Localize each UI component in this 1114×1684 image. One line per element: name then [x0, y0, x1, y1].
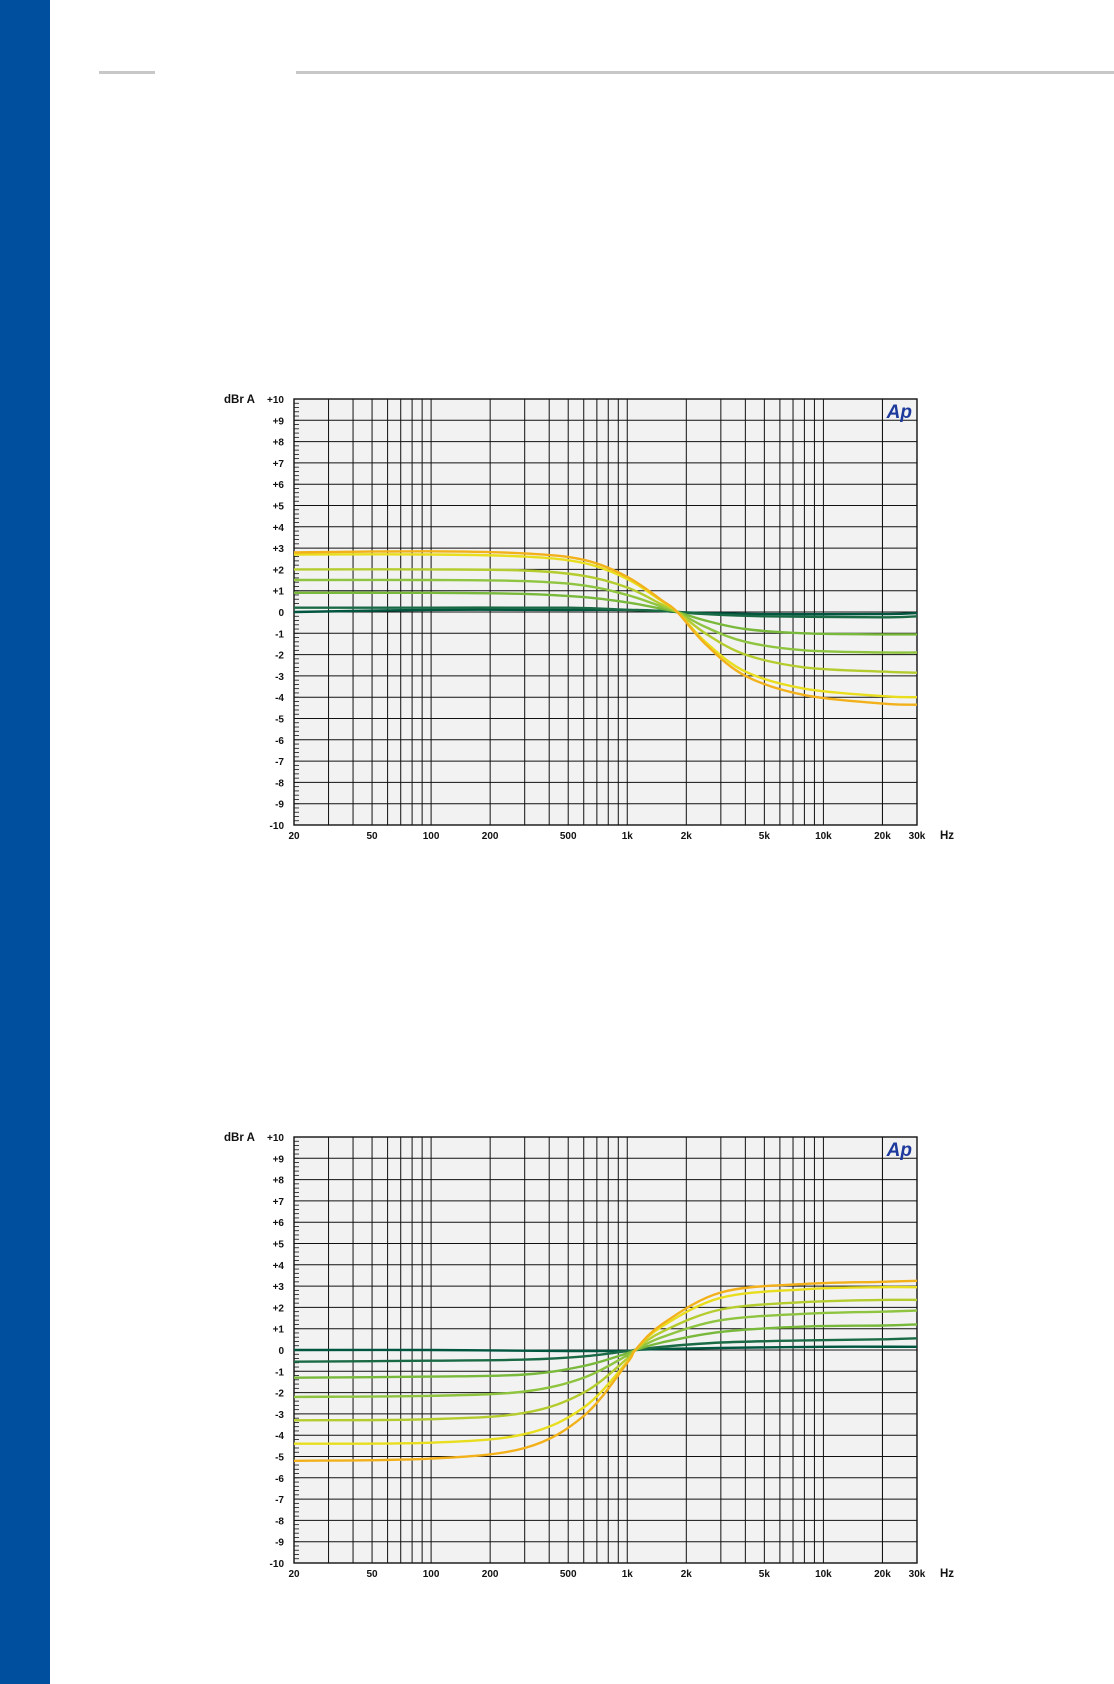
y-tick-label: +9 [273, 416, 285, 427]
y-tick-label: 0 [278, 608, 284, 619]
series-line-7 [293, 550, 918, 706]
y-tick-label: -2 [275, 1389, 284, 1400]
y-tick-label: -5 [275, 1453, 284, 1464]
x-tick-label: 2k [681, 1569, 693, 1580]
y-tick-label: -2 [275, 651, 284, 662]
x-tick-label: 500 [560, 831, 577, 842]
x-tick-label: 500 [560, 1569, 577, 1580]
header-rule-long [296, 71, 1114, 74]
y-tick-label: -8 [275, 778, 284, 789]
y-tick-label: +10 [267, 395, 284, 406]
header-rule-short [99, 71, 155, 74]
series-line-4 [293, 578, 918, 654]
y-tick-label: +3 [273, 544, 285, 555]
y-tick-label: -10 [270, 1559, 285, 1570]
y-tick-label: +2 [273, 565, 285, 576]
y-axis-title: dBr A [224, 394, 255, 406]
ap-logo: Ap [886, 1140, 912, 1161]
x-tick-label: 30k [909, 1569, 926, 1580]
y-tick-label: -3 [275, 672, 284, 683]
y-tick-label: +7 [273, 1197, 285, 1208]
y-tick-label: +6 [273, 480, 285, 491]
y-axis-title: dBr A [224, 1132, 255, 1144]
y-tick-label: -1 [275, 629, 284, 640]
y-tick-label: -8 [275, 1516, 284, 1527]
y-tick-label: +1 [273, 587, 285, 598]
x-tick-label: 10k [815, 1569, 832, 1580]
y-tick-label: -3 [275, 1410, 284, 1421]
x-tick-label: 100 [423, 831, 440, 842]
y-tick-label: +10 [267, 1133, 284, 1144]
x-tick-label: 1k [622, 831, 634, 842]
y-tick-label: +3 [273, 1282, 285, 1293]
y-tick-label: -9 [275, 1538, 284, 1549]
x-tick-label: 20 [288, 1569, 300, 1580]
y-tick-label: -4 [275, 693, 284, 704]
chart-1-svg: +10+9+8+7+6+5+4+3+2+10-1-2-3-4-5-6-7-8-9… [224, 394, 954, 842]
y-tick-label: +5 [273, 502, 285, 513]
x-tick-label: 1k [622, 1569, 634, 1580]
x-tick-label: 5k [759, 1569, 771, 1580]
y-tick-label: -6 [275, 736, 284, 747]
y-tick-label: +8 [273, 438, 285, 449]
y-tick-label: +2 [273, 1303, 285, 1314]
y-tick-label: +9 [273, 1154, 285, 1165]
x-axis-title: Hz [940, 830, 954, 842]
y-tick-label: -6 [275, 1474, 284, 1485]
series-line-7 [293, 1279, 918, 1462]
chart-2-svg: +10+9+8+7+6+5+4+3+2+10-1-2-3-4-5-6-7-8-9… [224, 1132, 954, 1580]
x-tick-label: 20k [874, 831, 891, 842]
series-line-2 [293, 606, 918, 619]
y-tick-label: +4 [273, 1261, 285, 1272]
x-tick-label: 2k [681, 831, 693, 842]
x-tick-label: 50 [366, 1569, 378, 1580]
y-tick-label: -5 [275, 715, 284, 726]
x-tick-label: 200 [482, 1569, 499, 1580]
y-tick-label: +6 [273, 1218, 285, 1229]
series-group [293, 550, 918, 706]
y-tick-label: -7 [275, 1495, 284, 1506]
x-tick-label: 100 [423, 1569, 440, 1580]
grid-lines [294, 398, 917, 826]
series-group [293, 1279, 918, 1462]
x-tick-label: 20 [288, 831, 300, 842]
y-tick-label: +7 [273, 459, 285, 470]
y-tick-label: -10 [270, 821, 285, 832]
series-line-5 [293, 568, 918, 674]
y-tick-label: +5 [273, 1240, 285, 1251]
y-tick-label: -7 [275, 757, 284, 768]
y-tick-label: -4 [275, 1431, 284, 1442]
y-tick-label: +1 [273, 1325, 285, 1336]
x-tick-label: 10k [815, 831, 832, 842]
series-line-3 [293, 591, 918, 636]
frequency-response-chart-1: +10 +9 +8 +7 +6 +5 +4 +3 +2 +1 0 -1 -2 -3 -4 -5 -6 -7 -8 -9… [0, 385, 1114, 855]
x-tick-label: 50 [366, 831, 378, 842]
y-tick-label: +8 [273, 1176, 285, 1187]
x-tick-label: 30k [909, 831, 926, 842]
x-tick-label: 20k [874, 1569, 891, 1580]
left-accent-bar [0, 0, 50, 1684]
y-tick-label: -9 [275, 800, 284, 811]
x-tick-label: 5k [759, 831, 771, 842]
x-axis-title: Hz [940, 1568, 954, 1580]
x-tick-label: 200 [482, 831, 499, 842]
ap-logo: Ap [886, 402, 912, 423]
y-tick-label: 0 [278, 1346, 284, 1357]
y-tick-label: +4 [273, 523, 285, 534]
frequency-response-chart-2: +10 +9 +8 +7 +6 +5 +4 +3 +2 +1 0 -1 -2 -3 -4 -5 -6 -7 -8 -9… [0, 1123, 1114, 1593]
y-tick-label: -1 [275, 1367, 284, 1378]
